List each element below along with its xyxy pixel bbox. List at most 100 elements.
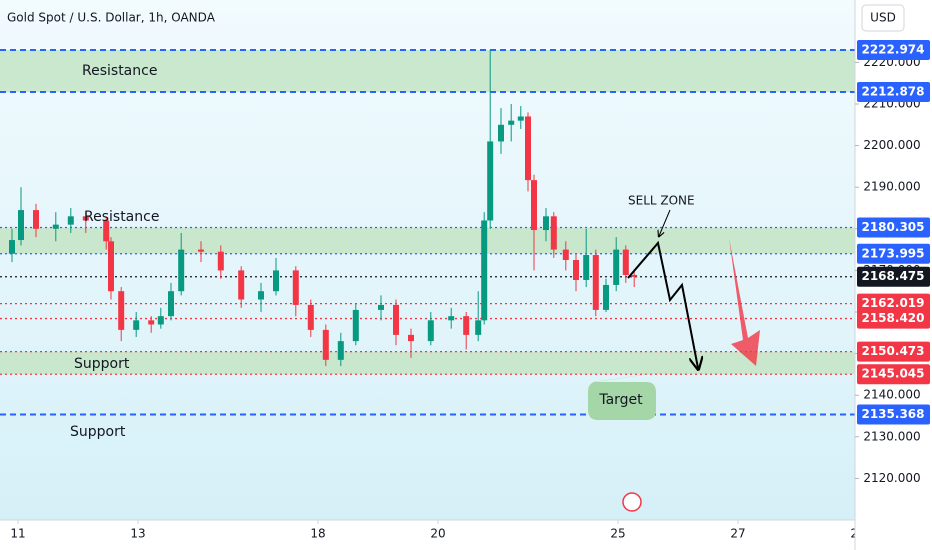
candle-body	[148, 320, 155, 325]
candle-body	[603, 284, 609, 310]
y-tick-label: 2130.000	[863, 429, 920, 443]
level-label-box	[857, 404, 930, 425]
target-bubble	[588, 368, 690, 420]
candle-body	[292, 270, 299, 305]
candle-body	[613, 249, 620, 285]
levels	[0, 49, 855, 416]
level-label: 2150.473	[861, 344, 924, 358]
candle-body	[322, 329, 329, 360]
candle-body	[550, 216, 557, 250]
candle-body	[427, 320, 434, 342]
candle-body	[238, 270, 245, 300]
candle-body	[498, 124, 504, 142]
level-label-box	[857, 82, 930, 103]
candle-body	[583, 255, 590, 280]
candle-body	[133, 320, 140, 330]
y-tick-label: 2140.000	[863, 388, 920, 402]
annotation: Resistance	[82, 63, 157, 79]
annotation: SELL ZONE	[628, 194, 695, 208]
candle-body	[352, 309, 359, 342]
icon[interactable]	[622, 492, 642, 512]
candle-body	[631, 274, 638, 277]
level-label: 2135.368	[861, 407, 924, 421]
level-label: 2145.045	[861, 367, 924, 381]
candle-body	[9, 240, 15, 254]
x-axis: 11131820252729	[0, 519, 866, 550]
candle-body	[448, 316, 455, 321]
candle-body	[273, 270, 279, 292]
candle-body	[592, 255, 599, 310]
candle-body	[118, 291, 125, 330]
candle-body	[52, 224, 59, 229]
candle-body	[198, 249, 204, 252]
candle-body	[562, 249, 569, 260]
x-tick-label: 11	[10, 527, 25, 541]
y-tick-label: 2200.000	[863, 138, 920, 152]
candle-body	[463, 316, 470, 335]
candle-body	[393, 304, 399, 335]
level-label: 2222.974	[861, 43, 924, 57]
chart-title: Gold Spot / U.S. Dollar, 1h, OANDA	[7, 11, 216, 25]
level-label: 2158.420	[861, 311, 924, 325]
annotation: Support	[74, 356, 130, 372]
x-tick-label: 25	[610, 527, 625, 541]
candle-body	[307, 304, 314, 330]
currency-button[interactable]	[861, 4, 905, 32]
y-tick-label: 2120.000	[863, 471, 920, 485]
level-label-box	[857, 364, 930, 385]
zone	[0, 351, 855, 375]
candle-body	[525, 116, 531, 181]
currency: USD	[870, 11, 896, 25]
candle-body	[475, 320, 482, 335]
candle-body	[543, 216, 549, 231]
level-label-box	[857, 243, 930, 264]
candles	[9, 49, 638, 367]
down-arrow	[729, 238, 760, 366]
annotation: Target	[598, 392, 643, 408]
level-label: 2168.475	[861, 269, 924, 283]
candle-body	[481, 220, 488, 321]
overlay: Resistance Resistance Support Support SE…	[7, 11, 760, 512]
candle-body	[487, 141, 494, 221]
candle-body	[33, 210, 39, 229]
level-label-box	[857, 308, 930, 329]
candle-body	[517, 116, 524, 121]
candle-body	[18, 210, 24, 241]
candle-body	[258, 291, 264, 300]
level-label: 2162.019	[861, 296, 924, 310]
candle-body	[408, 334, 414, 342]
projection-path	[627, 240, 698, 368]
candle-body	[337, 341, 344, 360]
level-label-box	[857, 40, 930, 61]
annotation: Resistance	[84, 209, 159, 225]
level-label: 2173.995	[861, 246, 924, 260]
candle-body	[217, 251, 224, 271]
zones	[0, 50, 855, 375]
annotation: Support	[70, 424, 126, 440]
zone	[0, 50, 855, 93]
zone	[0, 227, 855, 254]
level-label-box	[857, 217, 930, 238]
level-label-box	[857, 341, 930, 362]
candle-body	[178, 249, 185, 292]
x-tick-label: 18	[310, 527, 325, 541]
x-tick-label: 20	[430, 527, 445, 541]
x-axis-panel	[0, 520, 855, 550]
candle-body	[531, 180, 537, 231]
candle-body	[103, 220, 110, 242]
candle-body	[82, 216, 89, 221]
candle-body	[508, 120, 515, 125]
candle-body	[67, 216, 74, 225]
x-tick-label: 13	[130, 527, 145, 541]
level-label-box	[857, 266, 930, 287]
y-axis: USD 2120.0002130.0002140.0002150.0002160…	[854, 0, 932, 550]
level-label: 2212.878	[861, 85, 924, 99]
y-tick-label: 2190.000	[863, 180, 920, 194]
level-label: 2180.305	[861, 220, 924, 234]
pointer	[659, 209, 671, 236]
candle-body	[622, 249, 629, 275]
x-tick-label: 27	[730, 527, 745, 541]
candle-body	[573, 260, 579, 280]
